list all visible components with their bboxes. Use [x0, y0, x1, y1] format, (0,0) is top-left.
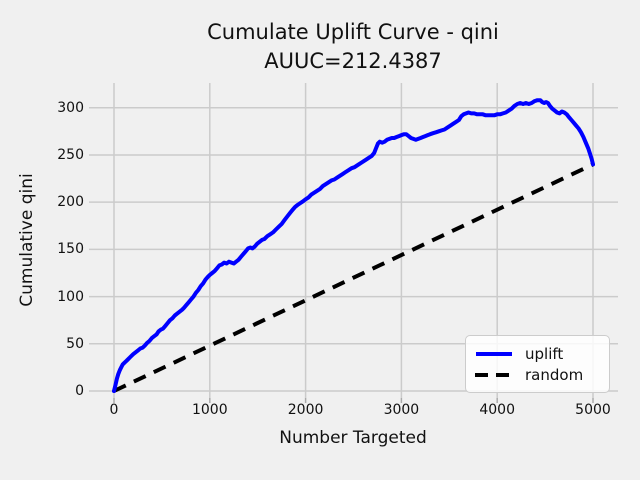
legend-random-swatch — [475, 372, 513, 377]
y-tick-label-250: 250 — [57, 146, 84, 163]
x-tick-label-5000: 5000 — [575, 402, 611, 418]
y-tick-label-150: 150 — [57, 241, 84, 258]
y-axis-label: Cumulative qini — [17, 173, 37, 307]
x-tick-label-0: 0 — [109, 402, 119, 418]
uplift-line-series — [112, 98, 595, 393]
y-tick-label-100: 100 — [57, 288, 84, 305]
legend-label-random: random — [525, 365, 584, 384]
chart-title-line2: AUUC=212.4387 — [264, 49, 442, 73]
x-axis-label: Number Targeted — [279, 428, 427, 448]
y-tick-label-50: 50 — [66, 335, 84, 352]
legend-label-uplift: uplift — [525, 344, 564, 363]
chart-title: Cumulate Uplift Curve - qini AUUC=212.43… — [207, 18, 499, 76]
x-tick-label-1000: 1000 — [191, 402, 228, 418]
x-tick-label-3000: 3000 — [383, 402, 420, 418]
x-tick-label-4000: 4000 — [479, 402, 516, 418]
y-tick-label-0: 0 — [75, 383, 84, 399]
chart-title-line1: Cumulate Uplift Curve - qini — [207, 20, 499, 44]
legend-entry-uplift: uplift — [475, 343, 600, 364]
legend-uplift-swatch — [476, 351, 512, 356]
y-tick-label-300: 300 — [57, 99, 84, 116]
x-tick-label-2000: 2000 — [287, 402, 324, 418]
legend: uplift random — [465, 335, 610, 393]
legend-entry-random: random — [475, 364, 600, 385]
y-tick-label-200: 200 — [57, 194, 84, 211]
random-line-series — [113, 162, 594, 393]
